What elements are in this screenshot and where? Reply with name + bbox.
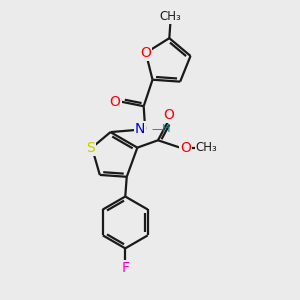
Text: O: O <box>164 108 174 122</box>
Text: O: O <box>110 95 121 109</box>
Text: CH₃: CH₃ <box>160 10 181 23</box>
Text: O: O <box>140 46 151 60</box>
Text: S: S <box>86 141 95 154</box>
Text: F: F <box>121 261 129 275</box>
Text: —H: —H <box>152 124 171 134</box>
Text: CH₃: CH₃ <box>196 141 217 154</box>
Text: N: N <box>135 122 145 136</box>
Text: O: O <box>180 141 191 154</box>
